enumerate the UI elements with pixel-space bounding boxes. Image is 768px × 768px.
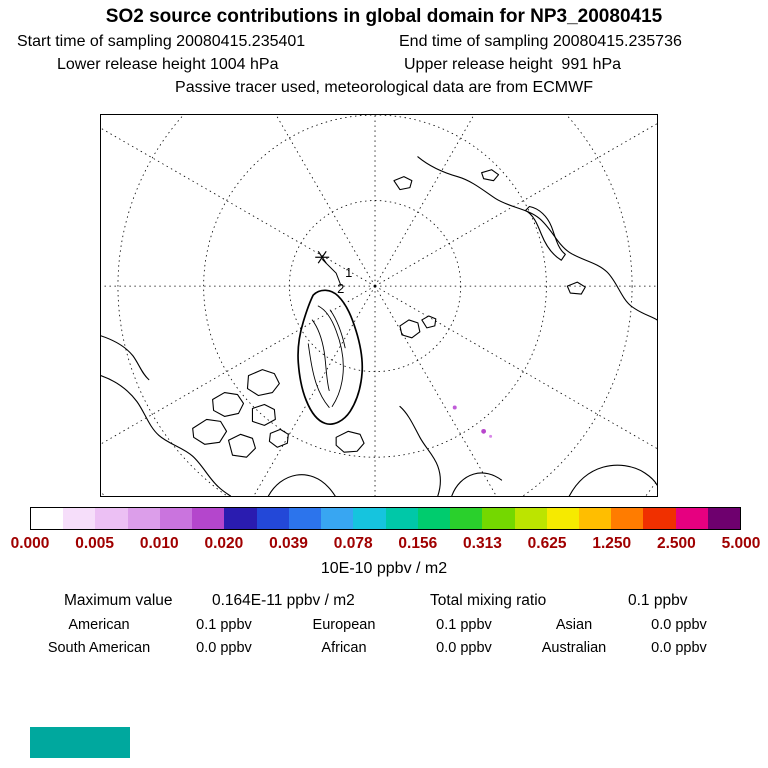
lower-release-text: Lower release height 1004 hPa <box>57 56 279 73</box>
canadian-island <box>227 433 256 458</box>
max-value: 0.164E-11 ppbv / m2 <box>212 592 355 609</box>
total-mixing-ratio-value: 0.1 ppbv <box>628 592 688 609</box>
page-title: SO2 source contributions in global domai… <box>105 6 663 27</box>
colorbar-tick-label: 0.156 <box>398 535 438 552</box>
colorbar-tick-label: 2.500 <box>656 535 696 552</box>
alaska-coast <box>101 335 150 381</box>
graticule <box>101 115 657 496</box>
upper-release-text: Upper release height 991 hPa <box>404 56 622 73</box>
trajectory-line <box>321 258 342 287</box>
colorbar-tick-label: 0.313 <box>463 535 502 552</box>
tracer-info-text: Passive tracer used, meteorological data… <box>175 79 593 96</box>
colorbar-segment <box>127 508 160 529</box>
colorbar-segment <box>192 508 225 529</box>
canadian-island <box>251 403 276 426</box>
region-name: European <box>312 617 376 633</box>
svalbard <box>421 315 437 329</box>
colorbar-segment <box>95 508 128 529</box>
region-value: 0.1 ppbv <box>196 617 252 633</box>
release-marker-label-1: 1 <box>345 265 352 280</box>
kola-coast <box>451 472 503 496</box>
region-value: 0.0 ppbv <box>196 640 252 656</box>
region-name: African <box>321 640 367 656</box>
canadian-island <box>246 369 280 397</box>
colorbar-segment <box>31 508 64 529</box>
colorbar-segment <box>643 508 676 529</box>
colorbar-units: 10E-10 ppbv / m2 <box>320 560 448 577</box>
stats-summary-row: Maximum value 0.164E-11 ppbv / m2 Total … <box>0 592 768 612</box>
colorbar-tick-label: 5.000 <box>721 535 761 552</box>
colorbar-tick-label: 0.000 <box>10 535 50 552</box>
colorbar-segment <box>385 508 418 529</box>
colorbar-segment <box>63 508 96 529</box>
colorbar-segment <box>546 508 579 529</box>
release-marker-icon <box>315 250 330 264</box>
bering-coast <box>568 464 657 496</box>
colorbar-segment <box>707 508 741 529</box>
colorbar-tick-label: 0.020 <box>204 535 244 552</box>
colorbar-tick-label: 0.005 <box>75 535 115 552</box>
colorbar <box>30 507 741 530</box>
colorbar-segment <box>288 508 322 529</box>
region-name: American <box>68 617 130 633</box>
canadian-island <box>212 391 245 417</box>
colorbar-segment <box>159 508 193 529</box>
iceland <box>335 430 365 453</box>
novaya-zemlya <box>524 205 566 261</box>
end-time-text: End time of sampling 20080415.235736 <box>399 33 682 50</box>
region-value: 0.0 ppbv <box>651 640 707 656</box>
colorbar-tick-label: 0.625 <box>527 535 567 552</box>
colorbar-segment <box>482 508 515 529</box>
canadian-island <box>268 428 289 448</box>
arctic-island <box>481 169 500 182</box>
region-name: Asian <box>555 617 593 633</box>
region-value: 0.0 ppbv <box>436 640 492 656</box>
siberia-coast <box>417 156 657 321</box>
region-contributions: American 0.1 ppbv European 0.1 ppbv Asian 0.0… <box>24 616 724 658</box>
colorbar-tick-label: 1.250 <box>592 535 632 552</box>
footer-color-swatch <box>30 727 130 758</box>
region-value: 0.0 ppbv <box>651 617 707 633</box>
arctic-island <box>566 281 586 295</box>
colorbar-tick-label: 0.039 <box>269 535 308 552</box>
polar-map: 1 2 <box>100 114 658 497</box>
colorbar-segment <box>514 508 547 529</box>
concentration-dots <box>452 405 493 438</box>
coastlines <box>101 156 657 496</box>
colorbar-tick-label: 0.078 <box>333 535 373 552</box>
colorbar-segment <box>675 508 708 529</box>
total-mixing-ratio-label: Total mixing ratio <box>430 592 547 609</box>
colorbar-segment <box>578 508 612 529</box>
max-value-label: Maximum value <box>64 592 173 609</box>
greenland-coast <box>297 289 364 425</box>
region-name: South American <box>47 640 151 656</box>
north-america-coast <box>101 375 232 496</box>
region-name: Australian <box>541 640 607 656</box>
region-value: 0.1 ppbv <box>436 617 492 633</box>
colorbar-segment <box>417 508 451 529</box>
hudson-coast <box>267 474 336 496</box>
colorbar-tick-labels: 0.000 0.005 0.010 0.020 0.039 0.078 0.156 0.313… <box>0 535 768 555</box>
svalbard <box>399 319 421 339</box>
colorbar-segment <box>611 508 644 529</box>
colorbar-segment <box>256 508 289 529</box>
scandinavia-coast <box>399 405 441 496</box>
canadian-island <box>192 418 228 445</box>
arctic-island <box>393 176 413 191</box>
map-svg: 1 2 <box>101 115 657 496</box>
colorbar-segment <box>321 508 354 529</box>
colorbar-segment <box>450 508 483 529</box>
colorbar-tick-label: 0.010 <box>139 535 179 552</box>
start-time-text: Start time of sampling 20080415.235401 <box>17 33 306 50</box>
colorbar-segment <box>224 508 257 529</box>
colorbar-segment <box>353 508 386 529</box>
release-marker-label-2: 2 <box>337 281 344 296</box>
